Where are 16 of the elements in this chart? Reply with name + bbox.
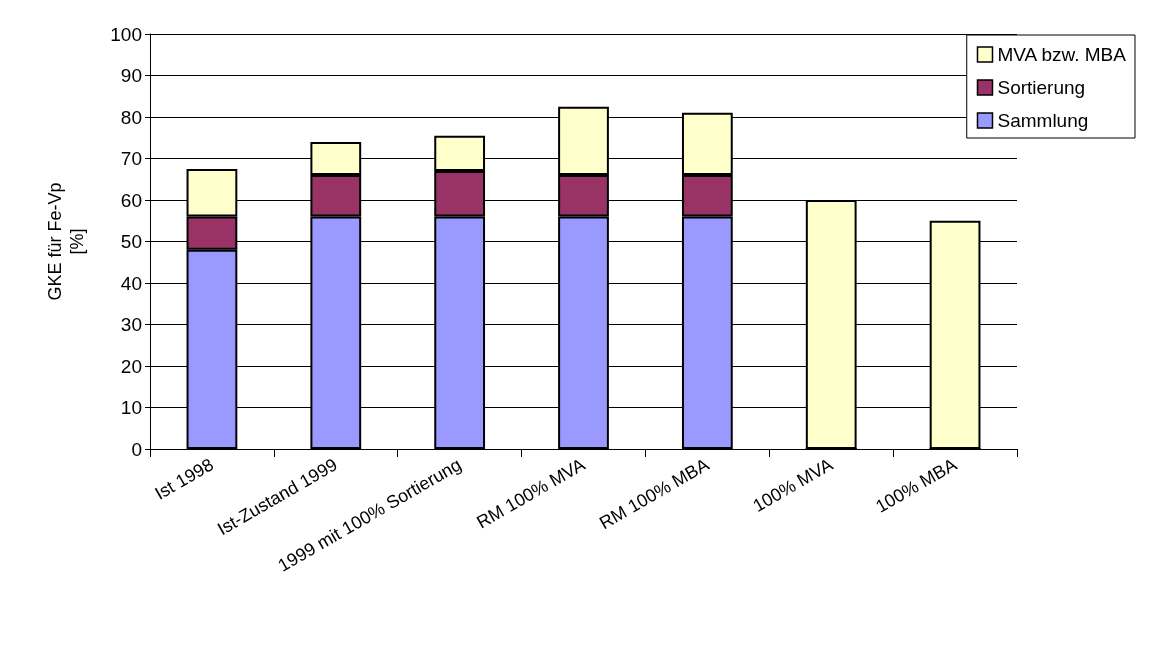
legend-label: MVA bzw. MBA bbox=[997, 44, 1127, 65]
y-tick-label: 100 bbox=[110, 23, 142, 45]
y-tick-label: 30 bbox=[120, 314, 142, 335]
y-tick-label: 60 bbox=[120, 189, 142, 211]
y-tick-label: 40 bbox=[120, 272, 142, 294]
legend-label: Sortierung bbox=[997, 77, 1086, 98]
y-tick-label: 80 bbox=[120, 106, 142, 128]
x-tick-label: Ist 1998 bbox=[151, 454, 217, 504]
y-tick-label: 90 bbox=[120, 65, 142, 86]
legend-label: Sammlung bbox=[997, 110, 1089, 131]
y-tick-label: 10 bbox=[120, 397, 142, 418]
y-tick-label: 20 bbox=[120, 355, 142, 377]
y-tick-label: 70 bbox=[120, 148, 142, 169]
y-tick-label: 50 bbox=[120, 231, 142, 252]
y-tick-label: 0 bbox=[131, 438, 142, 460]
y-axis-title: GKE für Fe-Vp [%] bbox=[45, 182, 87, 301]
